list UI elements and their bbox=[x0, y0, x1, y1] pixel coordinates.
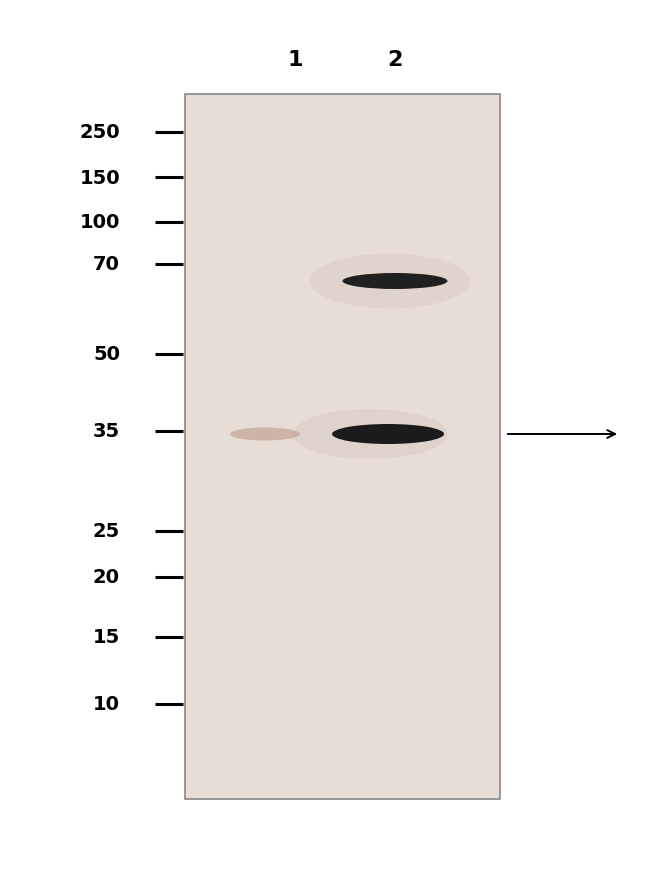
Text: 35: 35 bbox=[93, 422, 120, 441]
Ellipse shape bbox=[230, 428, 300, 441]
Ellipse shape bbox=[310, 255, 470, 309]
Text: 1: 1 bbox=[287, 50, 303, 70]
Text: 50: 50 bbox=[93, 345, 120, 364]
Text: 25: 25 bbox=[93, 522, 120, 541]
Ellipse shape bbox=[292, 409, 447, 460]
Text: 100: 100 bbox=[79, 213, 120, 232]
Text: 250: 250 bbox=[79, 123, 120, 143]
Text: 70: 70 bbox=[93, 255, 120, 275]
Text: 2: 2 bbox=[387, 50, 403, 70]
Ellipse shape bbox=[343, 274, 447, 289]
Ellipse shape bbox=[332, 425, 444, 444]
Bar bbox=[185, 95, 500, 799]
Text: 20: 20 bbox=[93, 567, 120, 587]
Text: 15: 15 bbox=[93, 627, 120, 647]
Text: 150: 150 bbox=[79, 169, 120, 188]
Text: 10: 10 bbox=[93, 694, 120, 713]
